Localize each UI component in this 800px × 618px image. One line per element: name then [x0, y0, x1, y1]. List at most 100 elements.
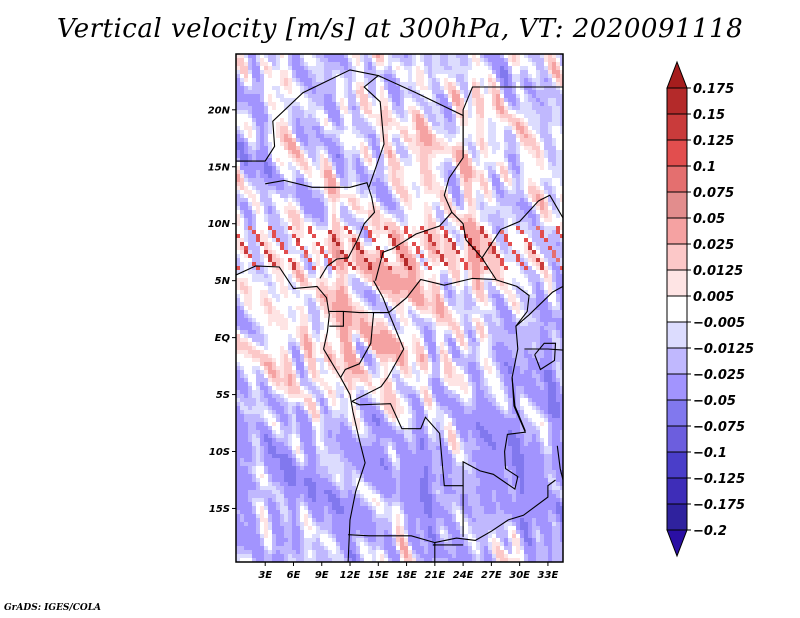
field-cell	[504, 270, 508, 274]
field-cell	[372, 290, 376, 294]
field-cell	[364, 114, 368, 118]
field-cell	[236, 282, 240, 286]
field-cell	[320, 242, 324, 246]
field-cell	[384, 282, 388, 286]
field-cell	[560, 242, 563, 246]
field-cell	[372, 158, 376, 162]
field-cell	[256, 278, 260, 282]
field-cell	[484, 194, 488, 198]
field-cell	[372, 66, 376, 70]
field-cell	[460, 194, 464, 198]
field-cell	[552, 290, 556, 294]
field-cell	[380, 142, 384, 146]
field-cell	[560, 246, 563, 250]
field-cell	[328, 270, 332, 274]
field-cell	[560, 86, 563, 90]
field-cell	[536, 166, 540, 170]
field-cell	[424, 58, 428, 62]
field-cell	[560, 218, 563, 222]
field-cell	[352, 62, 356, 66]
field-cell	[416, 98, 420, 102]
field-cell	[464, 130, 468, 134]
field-cell	[308, 134, 312, 138]
field-cell	[248, 222, 252, 226]
field-cell	[476, 106, 480, 110]
field-cell	[360, 118, 364, 122]
field-cell	[316, 98, 320, 102]
field-cell	[560, 194, 563, 198]
field-cell	[484, 62, 488, 66]
field-cell	[400, 130, 404, 134]
field-cell	[452, 238, 456, 242]
field-cell	[264, 142, 268, 146]
field-cell	[444, 166, 448, 170]
field-cell	[484, 222, 488, 226]
field-cell	[460, 78, 464, 82]
field-cell	[412, 162, 416, 166]
field-cell	[384, 274, 388, 278]
field-cell	[368, 186, 372, 190]
field-cell	[276, 90, 280, 94]
field-cell	[532, 238, 536, 242]
field-cell	[356, 102, 360, 106]
field-cell	[292, 234, 296, 238]
field-cell	[460, 62, 464, 66]
field-cell	[292, 154, 296, 158]
field-cell	[484, 142, 488, 146]
field-cell	[264, 238, 268, 242]
field-cell	[332, 154, 336, 158]
field-cell	[488, 182, 492, 186]
field-cell	[536, 158, 540, 162]
field-cell	[264, 274, 268, 278]
field-cell	[256, 78, 260, 82]
field-cell	[516, 206, 520, 210]
field-cell	[312, 54, 316, 58]
field-cell	[404, 110, 408, 114]
field-cell	[536, 190, 540, 194]
field-cell	[464, 190, 468, 194]
field-cell	[532, 106, 536, 110]
field-cell	[276, 290, 280, 294]
field-cell	[316, 122, 320, 126]
field-cell	[440, 210, 444, 214]
field-cell	[284, 154, 288, 158]
field-cell	[260, 294, 264, 298]
field-cell	[296, 142, 300, 146]
field-cell	[488, 58, 492, 62]
field-cell	[492, 218, 496, 222]
field-cell	[496, 110, 500, 114]
field-cell	[440, 266, 444, 270]
field-cell	[560, 150, 563, 154]
field-cell	[384, 118, 388, 122]
field-cell	[436, 166, 440, 170]
field-cell	[424, 242, 428, 246]
field-cell	[260, 142, 264, 146]
field-cell	[240, 222, 244, 226]
field-cell	[392, 266, 396, 270]
field-cell	[548, 154, 552, 158]
field-cell	[352, 290, 356, 294]
field-cell	[244, 234, 248, 238]
field-cell	[240, 246, 244, 250]
field-cell	[436, 86, 440, 90]
field-cell	[504, 90, 508, 94]
field-cell	[424, 250, 428, 254]
field-cell	[516, 90, 520, 94]
field-cell	[272, 158, 276, 162]
field-cell	[300, 202, 304, 206]
field-cell	[248, 146, 252, 150]
field-cell	[540, 202, 544, 206]
field-cell	[256, 178, 260, 182]
field-cell	[424, 110, 428, 114]
field-cell	[324, 82, 328, 86]
field-cell	[288, 78, 292, 82]
field-cell	[372, 98, 376, 102]
field-cell	[448, 246, 452, 250]
field-cell	[472, 174, 476, 178]
field-cell	[496, 246, 500, 250]
field-cell	[320, 98, 324, 102]
field-cell	[440, 122, 444, 126]
field-cell	[236, 262, 240, 266]
field-cell	[404, 274, 408, 278]
field-cell	[332, 138, 336, 142]
